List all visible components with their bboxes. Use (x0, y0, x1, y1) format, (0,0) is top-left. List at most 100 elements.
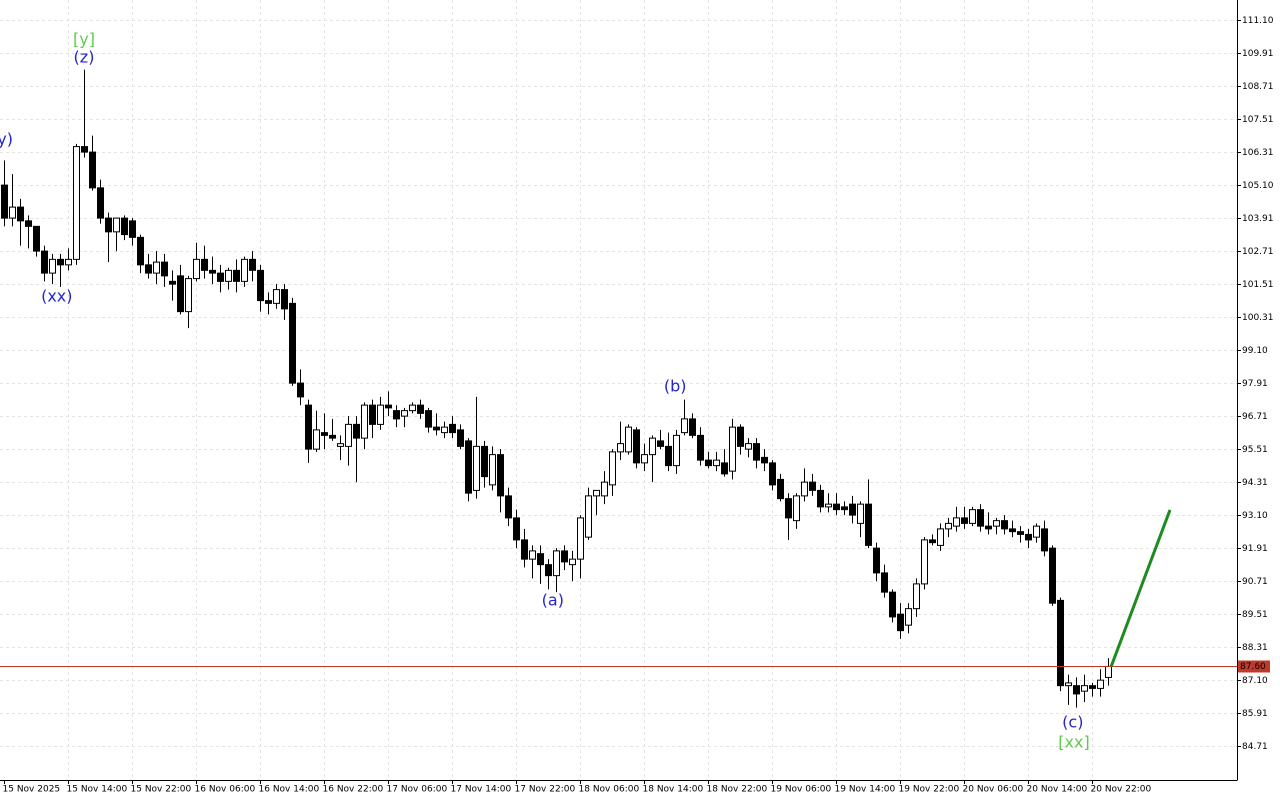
candle-body (17, 206, 24, 222)
x-tick-label: 16 Nov 14:00 (259, 785, 320, 795)
y-tick-label: 109.91 (1242, 49, 1274, 59)
wave-label: [y] (73, 30, 95, 49)
candle-body (393, 410, 400, 420)
candle-body (817, 489, 824, 508)
x-tick-label: 16 Nov 22:00 (323, 785, 384, 795)
candle-body (361, 404, 368, 439)
candle-body (793, 495, 800, 522)
candle-body (801, 481, 808, 497)
y-tick-label: 87.10 (1242, 676, 1268, 686)
candle-body (129, 220, 136, 238)
candle-body (1081, 685, 1088, 692)
candle-body (913, 583, 920, 610)
candle-body (929, 539, 936, 544)
candle-body (729, 426, 736, 472)
x-tick-label: 20 Nov 06:00 (963, 785, 1024, 795)
y-tick-label: 89.51 (1242, 610, 1268, 620)
grid (0, 0, 1237, 780)
y-tick-label: 106.31 (1242, 148, 1274, 158)
candle-body (985, 525, 992, 530)
x-tick-label: 19 Nov 14:00 (835, 785, 896, 795)
candle-body (705, 459, 712, 467)
candle-body (225, 269, 232, 282)
candle-body (785, 498, 792, 519)
candle-body (761, 456, 768, 464)
candle-body (441, 426, 448, 434)
candle-body (1041, 528, 1048, 552)
candle-body (1049, 547, 1056, 604)
y-tick-label: 88.31 (1242, 643, 1268, 653)
candle-body (681, 418, 688, 434)
candle-body (57, 258, 64, 266)
candle-body (217, 272, 224, 282)
candle-body (41, 250, 48, 274)
candle-body (449, 423, 456, 434)
candle-body (313, 429, 320, 450)
candle-body (1017, 531, 1024, 535)
y-tick-label: 91.91 (1242, 544, 1268, 554)
y-tick-label: 105.10 (1242, 181, 1274, 191)
candle-body (1025, 533, 1032, 541)
candle-body (1, 184, 8, 219)
x-tick-label: 16 Nov 06:00 (195, 785, 256, 795)
y-tick-label: 100.31 (1242, 313, 1274, 323)
candle-body (953, 517, 960, 527)
x-tick-label: 20 Nov 22:00 (1091, 785, 1152, 795)
wave-label: (y) (0, 129, 13, 148)
candle-body (745, 443, 752, 450)
y-tick-label: 84.71 (1242, 742, 1268, 752)
candle-body (545, 564, 552, 577)
candle-body (161, 261, 168, 277)
candle-body (425, 410, 432, 428)
candle-body (601, 481, 608, 497)
candle-body (713, 459, 720, 467)
candle-body (881, 572, 888, 593)
candle-body (1065, 682, 1072, 687)
y-tick-label: 90.71 (1242, 577, 1268, 587)
y-tick-label: 108.71 (1242, 82, 1274, 92)
candle-body (473, 445, 480, 491)
candle-body (401, 410, 408, 417)
candle-body (609, 451, 616, 486)
y-tick-label: 107.51 (1242, 115, 1274, 125)
candle-body (457, 429, 464, 447)
candle-body (177, 275, 184, 313)
candle-body (353, 423, 360, 439)
wave-label: (xx) (41, 287, 72, 306)
candle-body (537, 553, 544, 566)
candle-body (153, 261, 160, 274)
candle-body (1001, 520, 1008, 530)
candle-body (569, 558, 576, 566)
candle-body (321, 432, 328, 436)
candle-body (777, 478, 784, 500)
wave-label: (a) (542, 590, 564, 609)
candle-body (577, 517, 584, 560)
y-tick-label: 96.71 (1242, 412, 1268, 422)
candle-body (169, 280, 176, 285)
candle-body (409, 404, 416, 412)
x-tick-label: 18 Nov 06:00 (579, 785, 640, 795)
candle-body (753, 443, 760, 461)
wave-label: (b) (664, 376, 687, 395)
candle-body (769, 462, 776, 486)
candle-body (65, 258, 72, 266)
candle-body (1033, 525, 1040, 538)
candle-body (593, 489, 600, 497)
candle-body (185, 278, 192, 313)
y-tick-label: 93.10 (1242, 511, 1268, 521)
y-tick-label: 97.91 (1242, 379, 1268, 389)
candle-body (833, 503, 840, 511)
candle-body (369, 404, 376, 425)
x-tick-label: 17 Nov 06:00 (387, 785, 448, 795)
candle-body (249, 258, 256, 271)
plot: (y) [y](z) (xx) (a) (b) (c)[xx] (0, 30, 1237, 751)
candle-body (865, 503, 872, 546)
candle-body (137, 236, 144, 266)
candle-body (689, 418, 696, 436)
y-tick-label: 102.71 (1242, 247, 1274, 257)
candle-body (849, 503, 856, 516)
x-tick-label: 15 Nov 14:00 (67, 785, 128, 795)
candle-body (97, 187, 104, 219)
candle-body (1009, 528, 1016, 533)
x-tick-label: 19 Nov 22:00 (899, 785, 960, 795)
